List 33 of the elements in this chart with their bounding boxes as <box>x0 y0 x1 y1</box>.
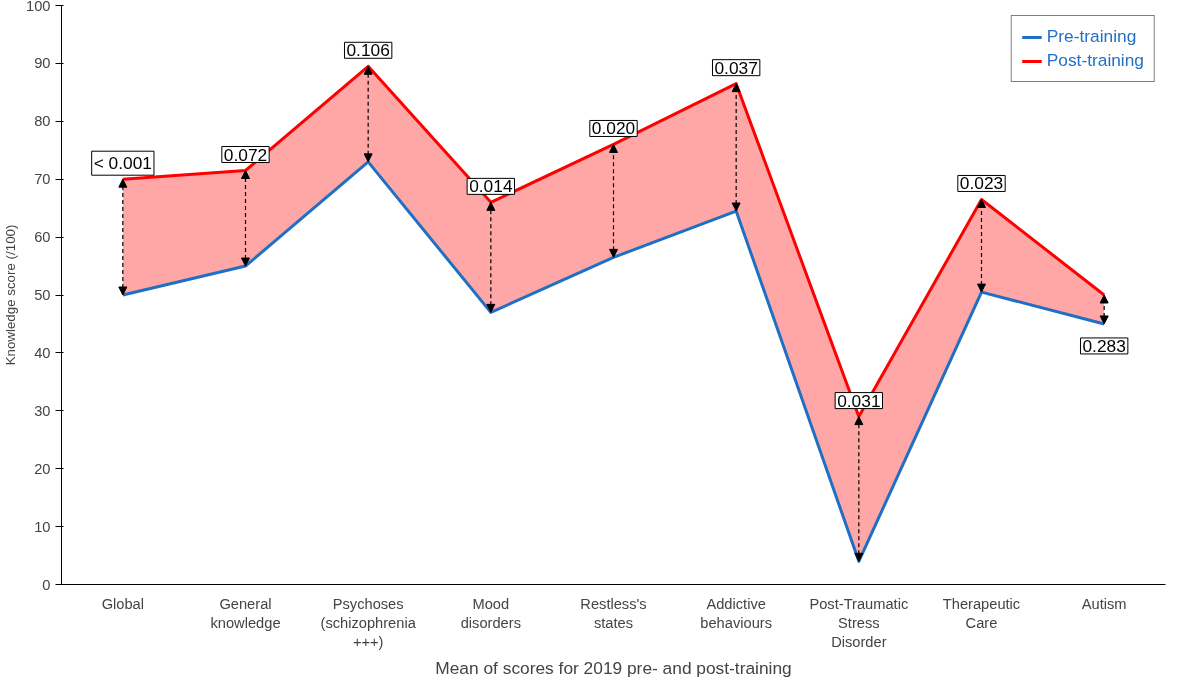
x-tick-label: Therapeutic Care <box>942 595 1021 631</box>
annotation: 0.014 <box>469 176 513 197</box>
x-tick-label: Global <box>101 595 145 612</box>
x-tick-label: Mood disorders <box>460 595 521 631</box>
y-tick-label: 10 <box>34 518 51 535</box>
y-tick-label: 100 <box>26 0 51 14</box>
x-tick-label: Autism <box>1081 595 1127 612</box>
x-axis-title: Mean of scores for 2019 pre- and post-training <box>435 657 792 678</box>
x-tick-label: Post-Traumatic Stress Disorder <box>809 595 909 650</box>
annotation: 0.023 <box>959 173 1004 194</box>
y-tick-label: 70 <box>34 171 51 188</box>
x-tick-label: Psychoses (schizophrenia +++) <box>320 595 417 650</box>
legend-label: Pre-training <box>1046 26 1137 47</box>
annotation: 0.106 <box>346 40 390 61</box>
x-tick-label: Addictive behaviours <box>700 595 773 631</box>
annotation: 0.031 <box>837 390 881 411</box>
annotation: 0.020 <box>591 118 636 139</box>
y-tick-label: 20 <box>34 460 51 477</box>
annotation: 0.283 <box>1082 335 1126 356</box>
y-tick-label: 30 <box>34 402 51 419</box>
y-tick-label: 80 <box>34 113 51 130</box>
y-tick-label: 40 <box>34 344 51 361</box>
y-tick-label: 0 <box>42 576 51 593</box>
y-tick-label: 90 <box>34 55 51 72</box>
annotation: < 0.001 <box>93 153 152 174</box>
legend-label: Post-training <box>1046 50 1144 71</box>
y-tick-label: 50 <box>34 287 51 303</box>
annotation: 0.037 <box>714 57 758 78</box>
annotation: 0.072 <box>223 144 268 165</box>
y-axis-title: Knowledge score (/100) <box>3 224 19 366</box>
x-tick-label: General knowledge <box>210 595 281 631</box>
y-tick-label: 60 <box>34 229 51 246</box>
x-tick-label: Restless's states <box>580 595 647 631</box>
